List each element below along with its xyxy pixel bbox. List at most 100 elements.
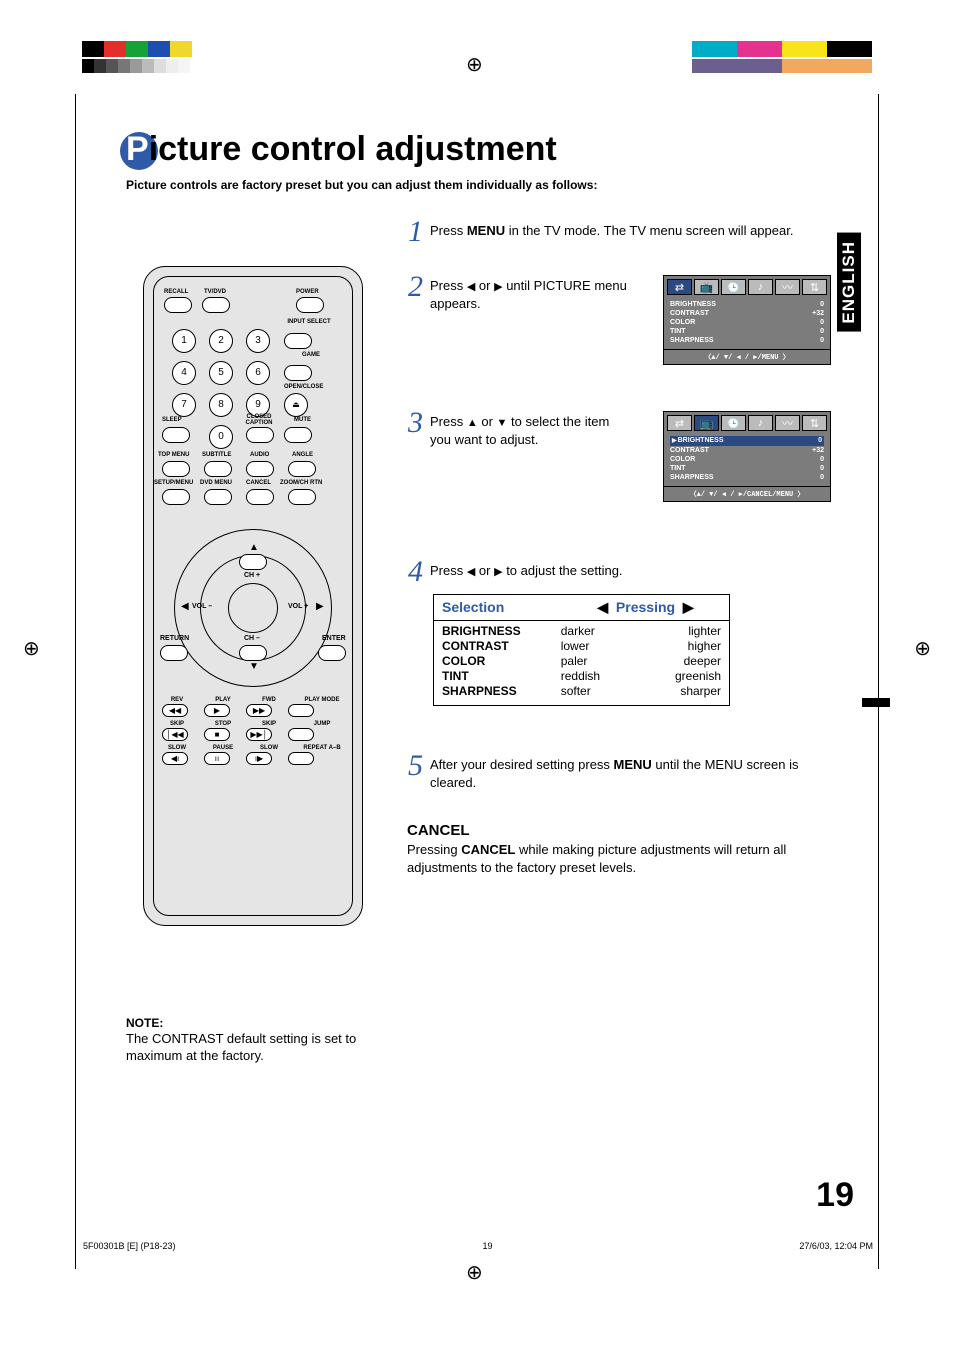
osd-panel-2: ⇄📺🕒♪〰⇅ BRIGHTNESS0 CONTRAST+32 COLOR0 TI…: [663, 411, 831, 502]
remote-label-audio: AUDIO: [250, 452, 269, 458]
remote-btn-cc: [246, 427, 274, 443]
cancel-heading: CANCEL: [407, 822, 470, 839]
remote-btn-5: 5: [209, 361, 233, 385]
remote-btn-recall: [164, 297, 192, 313]
remote-label-recall: RECALL: [164, 289, 188, 295]
step-4-post: to adjust the setting.: [503, 563, 623, 578]
footer-right: 27/6/03, 12:04 PM: [799, 1241, 873, 1251]
step-4-mid: or: [475, 563, 494, 578]
cancel-body: Pressing CANCEL while making picture adj…: [407, 841, 827, 876]
step-2-mid: or: [475, 278, 494, 293]
remote-btn-tvdvd: [202, 297, 230, 313]
remote-btn-subtitle: [204, 461, 232, 477]
step-1-bold: MENU: [467, 223, 505, 238]
note-body: The CONTRAST default setting is set to m…: [126, 1031, 366, 1065]
print-footer: 5F00301B [E] (P18-23) 19 27/6/03, 12:04 …: [83, 1241, 873, 1251]
side-black-marker: [862, 698, 890, 707]
table-col-left: darkerlowerpalerreddishsofter: [561, 624, 642, 699]
osd-footer-1: 〈▲/ ▼/ ◀ / ▶/MENU 〉: [664, 349, 830, 364]
right-arrow-icon-2: ▶: [494, 566, 502, 578]
remote-label-zoom: ZOOM/CH RTN: [280, 480, 322, 486]
remote-btn-mute: [284, 427, 312, 443]
step-1: 1 Press MENU in the TV mode. The TV menu…: [430, 222, 830, 240]
page-title: Picture control adjustment: [126, 130, 557, 169]
crosshair-bottom-icon: ⊕: [466, 1260, 483, 1285]
table-header-pressing: ◀ Pressing ▶: [562, 595, 729, 620]
remote-label-tvdvd: TV/DVD: [204, 289, 226, 295]
remote-btn-6: 6: [246, 361, 270, 385]
remote-btn-1: 1: [172, 329, 196, 353]
crosshair-right-icon: ⊕: [914, 636, 931, 661]
remote-label-return: RETURN: [160, 635, 189, 642]
step-2-pre: Press: [430, 278, 467, 293]
step-5: 5 After your desired setting press MENU …: [430, 756, 830, 791]
table-col-selection: BRIGHTNESSCONTRASTCOLORTINTSHARPNESS: [442, 624, 561, 699]
remote-btn-game: [284, 365, 312, 381]
remote-label-open-close: OPEN/CLOSE: [284, 384, 323, 390]
remote-btn-ch-down: [239, 645, 267, 661]
remote-label-power: POWER: [296, 289, 319, 295]
remote-label-cancel: CANCEL: [246, 480, 271, 486]
remote-control-illustration: RECALL TV/DVD POWER INPUT SELECT 1 2 3 G…: [143, 266, 363, 926]
table-header-selection: Selection: [434, 595, 562, 620]
crosshair-left-icon: ⊕: [23, 636, 40, 661]
page-title-first-letter: P: [126, 130, 149, 169]
language-tab: ENGLISH: [837, 233, 861, 332]
table-col-right: lighterhigherdeepergreenishsharper: [642, 624, 721, 699]
step-4-pre: Press: [430, 563, 467, 578]
remote-btn-4: 4: [172, 361, 196, 385]
remote-btn-return: [160, 645, 188, 661]
remote-btn-input-select: [284, 333, 312, 349]
step-number-5: 5: [408, 746, 423, 787]
remote-label-setup: SETUP/MENU: [154, 480, 193, 486]
step-3-pre: Press: [430, 414, 467, 429]
footer-left: 5F00301B [E] (P18-23): [83, 1241, 176, 1251]
remote-btn-eject: ⏏: [284, 393, 308, 417]
remote-btn-zoom: [288, 489, 316, 505]
right-arrow-icon: ▶: [494, 281, 502, 293]
remote-btn-angle: [288, 461, 316, 477]
remote-label-mute: MUTE: [294, 417, 311, 423]
remote-label-vol-up: VOL +: [288, 603, 308, 610]
step-2: 2 Press ◀ or ▶ until PICTURE menu appear…: [430, 277, 630, 312]
osd-footer-2: 〈▲/ ▼/ ◀ / ▶/CANCEL/MENU 〉: [664, 486, 830, 501]
step-1-post: in the TV mode. The TV menu screen will …: [505, 223, 793, 238]
remote-label-sleep: SLEEP: [162, 417, 182, 423]
step-3: 3 Press ▲ or ▼ to select the item you wa…: [430, 413, 630, 448]
remote-btn-power: [296, 297, 324, 313]
remote-btn-7: 7: [172, 393, 196, 417]
remote-btn-setup: [162, 489, 190, 505]
remote-btn-audio: [246, 461, 274, 477]
remote-label-angle: ANGLE: [292, 452, 313, 458]
page-title-rest: icture control adjustment: [149, 130, 557, 169]
remote-btn-8: 8: [209, 393, 233, 417]
remote-btn-dvdmenu: [204, 489, 232, 505]
up-arrow-icon: ▲: [467, 417, 478, 429]
osd-panel-1: ⇄📺🕒♪〰⇅ BRIGHTNESS0 CONTRAST+32 COLOR0 TI…: [663, 275, 831, 365]
down-arrow-icon: ▼: [497, 417, 508, 429]
remote-transport-block: REVPLAYFWDPLAY MODE ◀◀ ▶ ▶▶ SKIPSTOPSKIP…: [162, 697, 346, 765]
page-number: 19: [816, 1176, 854, 1215]
remote-label-dvdmenu: DVD MENU: [200, 480, 232, 486]
remote-btn-sleep: [162, 427, 190, 443]
remote-btn-enter: [318, 645, 346, 661]
remote-btn-ch-up: [239, 554, 267, 570]
remote-btn-cancel: [246, 489, 274, 505]
remote-label-enter: ENTER: [322, 635, 346, 642]
step-3-mid: or: [478, 414, 497, 429]
step-number-2: 2: [408, 267, 423, 308]
step-number-4: 4: [408, 552, 423, 593]
remote-label-cc: CLOSED CAPTION: [242, 414, 276, 426]
remote-btn-3: 3: [246, 329, 270, 353]
footer-mid: 19: [482, 1241, 492, 1251]
selection-table: Selection ◀ Pressing ▶ BRIGHTNESSCONTRAS…: [433, 594, 730, 706]
print-color-bar-right: [692, 41, 872, 71]
step-1-pre: Press: [430, 223, 467, 238]
intro-text: Picture controls are factory preset but …: [126, 178, 597, 192]
remote-label-input-select: INPUT SELECT: [279, 319, 339, 325]
step-number-1: 1: [408, 212, 423, 253]
remote-label-topmenu: TOP MENU: [158, 452, 189, 458]
step-4: 4 Press ◀ or ▶ to adjust the setting.: [430, 562, 730, 580]
remote-btn-2: 2: [209, 329, 233, 353]
remote-label-ch-down: CH –: [244, 635, 260, 642]
